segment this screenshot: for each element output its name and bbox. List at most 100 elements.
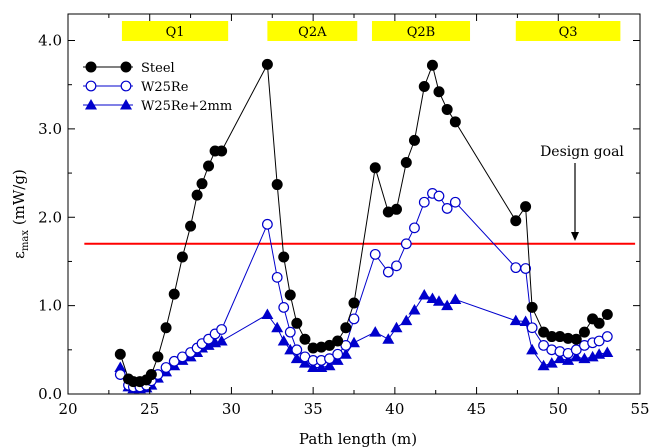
data-point <box>537 359 550 371</box>
x-tick-label: 20 <box>58 400 77 418</box>
region-label: Q2A <box>298 25 327 40</box>
data-point <box>160 362 172 373</box>
data-point <box>593 335 605 347</box>
data-point <box>369 162 381 174</box>
data-point <box>390 321 403 333</box>
x-tick-label: 45 <box>467 400 486 418</box>
data-point <box>216 145 228 157</box>
y-axis-symbol: ε <box>10 251 28 259</box>
series-w25re <box>114 187 613 393</box>
data-point <box>510 262 522 274</box>
data-point <box>203 160 215 172</box>
data-point <box>307 361 320 372</box>
data-point <box>526 343 539 355</box>
region-bar <box>267 21 358 41</box>
x-tick-label: 40 <box>385 400 404 418</box>
data-point <box>418 196 430 208</box>
data-point <box>114 361 127 372</box>
data-point <box>449 196 461 208</box>
data-point <box>278 251 290 263</box>
data-point <box>432 295 445 306</box>
data-point <box>176 351 188 363</box>
data-point <box>271 271 283 283</box>
data-point <box>553 352 566 364</box>
data-point <box>382 266 394 278</box>
region-label: Q1 <box>166 25 185 40</box>
data-point <box>290 352 303 364</box>
data-point <box>570 350 583 362</box>
data-point <box>291 344 303 356</box>
y-axis-title: εmax (mW/g) <box>10 169 31 259</box>
y-tick-label: 1.0 <box>38 297 62 315</box>
data-point <box>509 314 522 326</box>
quadrupole-regions: Q1 Q2A Q2B Q3 <box>121 21 621 41</box>
data-point <box>520 263 531 274</box>
data-point <box>261 218 273 230</box>
data-point <box>332 348 344 360</box>
series-steel <box>114 58 613 388</box>
data-point <box>348 297 360 309</box>
x-tick-label: 55 <box>630 400 649 418</box>
legend-marker <box>120 99 132 110</box>
data-point <box>418 80 430 92</box>
data-point <box>145 369 157 381</box>
data-point <box>601 308 613 320</box>
data-point <box>441 203 453 214</box>
x-tick-label: 25 <box>140 400 159 418</box>
x-tick-label: 50 <box>549 400 568 418</box>
x-axis-title: Path length (m) <box>299 430 417 448</box>
data-point <box>400 238 412 250</box>
data-point <box>261 58 273 70</box>
legend: Steel W25Re W25Re+2mm <box>83 61 232 114</box>
data-point <box>586 350 599 362</box>
data-point <box>278 301 290 313</box>
data-point <box>449 293 462 304</box>
region-bar <box>371 21 471 41</box>
x-tick-label: 30 <box>222 400 241 418</box>
data-point <box>510 215 522 227</box>
y-axis-unit: (mW/g) <box>10 169 28 230</box>
data-point <box>545 357 558 368</box>
series-w25re-2mm <box>114 289 614 394</box>
data-point <box>176 251 188 263</box>
data-point <box>538 339 549 351</box>
x-axis-label: Path length (m) <box>299 430 417 448</box>
data-point <box>391 260 402 272</box>
data-point <box>291 317 303 329</box>
legend-marker <box>120 61 132 73</box>
data-point <box>323 359 336 371</box>
axis-ticks: 20 25 30 35 40 45 50 55 0.0 1.0 2.0 3.0 4.0 <box>38 14 650 418</box>
y-tick-label: 3.0 <box>38 120 62 138</box>
data-point <box>519 315 532 327</box>
data-point <box>191 189 203 201</box>
data-point <box>331 354 344 365</box>
data-point <box>332 335 344 347</box>
legend-marker <box>85 80 97 92</box>
data-point <box>409 222 420 234</box>
y-axis-subscript: max <box>20 230 31 251</box>
data-point <box>369 248 381 260</box>
legend-marker <box>120 80 132 92</box>
data-point <box>441 103 453 115</box>
data-point <box>408 304 421 315</box>
data-point <box>570 344 582 356</box>
design-goal-label: Design goal <box>540 144 624 160</box>
data-point <box>277 334 290 346</box>
data-point <box>196 178 208 190</box>
data-point <box>382 333 395 344</box>
legend-marker <box>85 61 97 73</box>
region-label: Q3 <box>559 25 578 40</box>
data-point <box>284 289 296 301</box>
data-point <box>570 333 582 345</box>
data-point <box>426 292 439 304</box>
data-point <box>562 354 575 365</box>
data-point <box>449 116 461 128</box>
data-point <box>601 346 614 357</box>
region-bar <box>121 21 229 41</box>
y-tick-label: 2.0 <box>38 208 62 226</box>
data-point <box>114 369 126 380</box>
data-point <box>340 322 352 334</box>
data-point <box>271 179 283 191</box>
data-point <box>433 190 445 202</box>
legend-label: W25Re <box>141 80 189 95</box>
